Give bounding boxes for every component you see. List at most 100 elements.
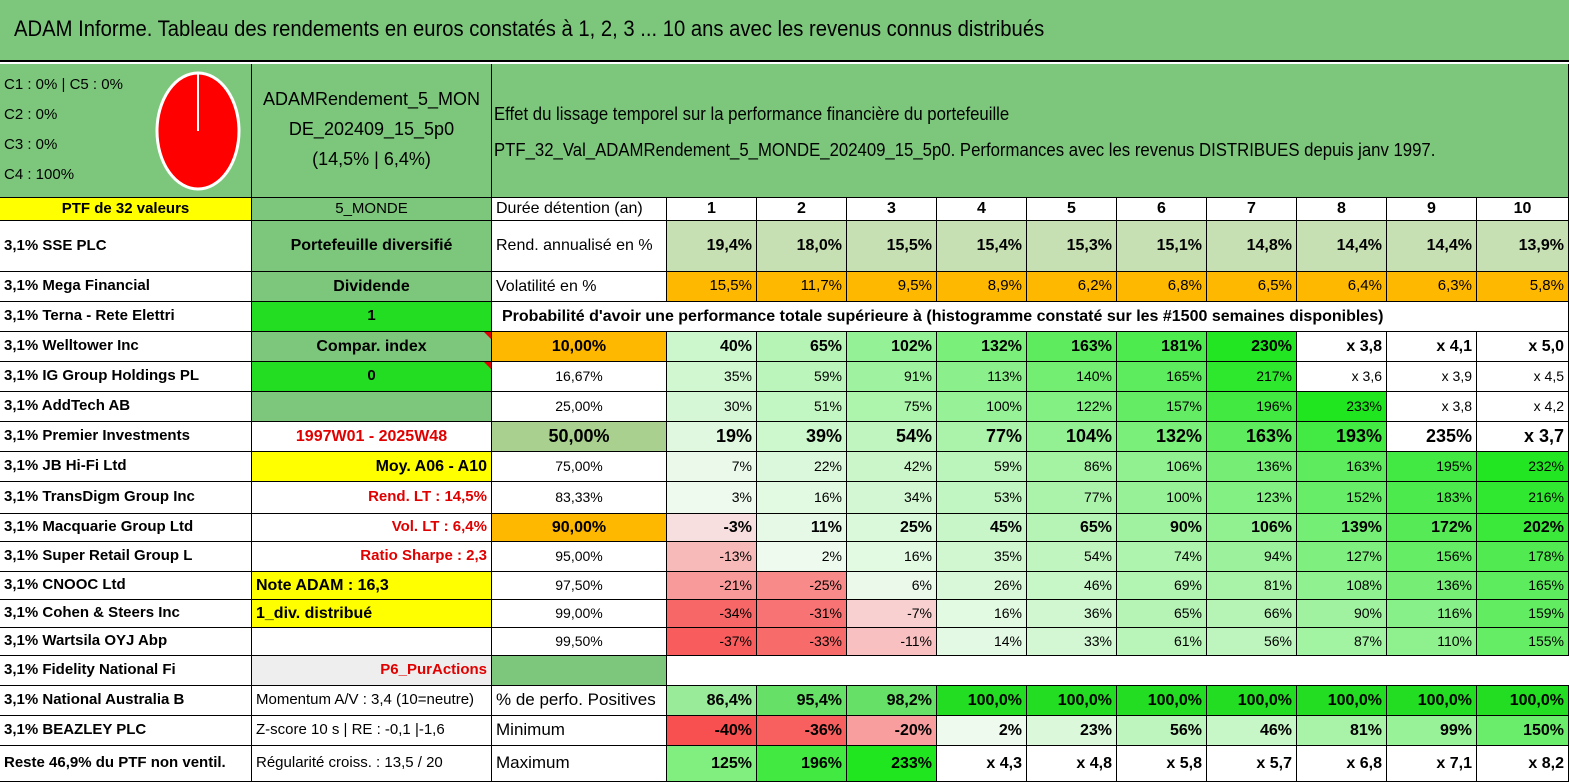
prob-value: 81% (1207, 572, 1297, 600)
prob-value: 216% (1477, 482, 1569, 514)
prob-value: 40% (667, 332, 757, 362)
vol-value: 5,8% (1477, 272, 1569, 302)
info-dividend: Dividende (252, 272, 492, 302)
holding-row: 3,1% Welltower Inc (0, 332, 252, 362)
year-header: 4 (937, 198, 1027, 221)
prob-value: 2% (757, 542, 847, 572)
minimum-value: -36% (757, 716, 847, 746)
prob-level: 75,00% (492, 452, 667, 482)
universe-cell: 5_MONDE (252, 198, 492, 221)
prob-value: 74% (1117, 542, 1207, 572)
year-header: 10 (1477, 198, 1569, 221)
prob-value: 110% (1387, 628, 1477, 656)
info-regularite: Régularité croiss. : 13,5 / 20 (252, 746, 492, 782)
positive-perf-value: 98,2% (847, 686, 937, 716)
prob-value: x 4,2 (1477, 392, 1569, 422)
composition-list: C1 : 0% | C5 : 0% C2 : 0% C3 : 0% C4 : 100% (4, 70, 123, 190)
prob-value: 156% (1387, 542, 1477, 572)
vol-label: Volatilité en % (492, 272, 667, 302)
prob-value: x 3,8 (1297, 332, 1387, 362)
prob-value: 157% (1117, 392, 1207, 422)
prob-value: -11% (847, 628, 937, 656)
positive-perf-value: 100,0% (1027, 686, 1117, 716)
prob-value: 106% (1207, 514, 1297, 542)
maximum-value: x 8,2 (1477, 746, 1569, 782)
prob-level: 83,33% (492, 482, 667, 514)
positive-perf-value: 100,0% (1387, 686, 1477, 716)
vol-value: 6,3% (1387, 272, 1477, 302)
prob-value: 7% (667, 452, 757, 482)
prob-value: 61% (1117, 628, 1207, 656)
prob-value: 53% (937, 482, 1027, 514)
prob-value: 163% (1297, 452, 1387, 482)
positive-perf-value: 100,0% (1207, 686, 1297, 716)
prob-value: x 4,1 (1387, 332, 1477, 362)
ptf-header: PTF de 32 valeurs (0, 198, 252, 221)
prob-level: 25,00% (492, 392, 667, 422)
prob-value: -37% (667, 628, 757, 656)
holding-row: 3,1% Cohen & Steers Inc (0, 600, 252, 628)
rend-value: 14,4% (1297, 221, 1387, 272)
maximum-value: x 4,3 (937, 746, 1027, 782)
blank-band (667, 656, 1569, 686)
prob-value: 127% (1297, 542, 1387, 572)
prob-value: 108% (1297, 572, 1387, 600)
prob-value: x 5,0 (1477, 332, 1569, 362)
prob-value: -21% (667, 572, 757, 600)
prob-value: x 3,9 (1387, 362, 1477, 392)
composition-pie-chart (154, 70, 242, 197)
duration-label: Durée détention (an) (492, 198, 667, 221)
prob-level: 99,00% (492, 600, 667, 628)
prob-value: 33% (1027, 628, 1117, 656)
prob-value: 39% (757, 422, 847, 452)
holding-row: 3,1% CNOOC Ltd (0, 572, 252, 600)
rend-value: 14,8% (1207, 221, 1297, 272)
prob-value: 36% (1027, 600, 1117, 628)
prob-value: 90% (1117, 514, 1207, 542)
vol-value: 8,9% (937, 272, 1027, 302)
portfolio-name-line: (14,5% | 6,4%) (312, 149, 431, 169)
minimum-value: -40% (667, 716, 757, 746)
info-blank (252, 392, 492, 422)
year-header: 5 (1027, 198, 1117, 221)
minimum-label: Minimum (492, 716, 667, 746)
positive-perf-label: % de perfo. Positives (492, 686, 667, 716)
prob-value: 22% (757, 452, 847, 482)
positive-perf-value: 95,4% (757, 686, 847, 716)
prob-value: 45% (937, 514, 1027, 542)
maximum-value: x 6,8 (1297, 746, 1387, 782)
prob-value: 14% (937, 628, 1027, 656)
info-p6: P6_PurActions (252, 656, 492, 686)
histogram-title: Probabilité d'avoir une performance tota… (492, 302, 1569, 332)
prob-value: 172% (1387, 514, 1477, 542)
info-zscore: Z-score 10 s | RE : -0,1 |-1,6 (252, 716, 492, 746)
rend-value: 19,4% (667, 221, 757, 272)
year-header: 2 (757, 198, 847, 221)
prob-value: 136% (1207, 452, 1297, 482)
rend-value: 15,5% (847, 221, 937, 272)
prob-value: x 4,5 (1477, 362, 1569, 392)
prob-value: 75% (847, 392, 937, 422)
minimum-value: -20% (847, 716, 937, 746)
positive-perf-value: 100,0% (1297, 686, 1387, 716)
rend-value: 15,1% (1117, 221, 1207, 272)
prob-value: 6% (847, 572, 937, 600)
portfolio-name-cell: ADAMRendement_5_MON DE_202409_15_5p0 (14,5… (252, 64, 492, 198)
prob-value: x 3,8 (1387, 392, 1477, 422)
prob-value: 159% (1477, 600, 1569, 628)
vol-value: 6,8% (1117, 272, 1207, 302)
positive-perf-value: 100,0% (937, 686, 1027, 716)
rend-value: 18,0% (757, 221, 847, 272)
maximum-value: x 5,8 (1117, 746, 1207, 782)
holding-row: 3,1% Super Retail Group L (0, 542, 252, 572)
maximum-value: 233% (847, 746, 937, 782)
prob-value: 65% (1117, 600, 1207, 628)
positive-perf-value: 100,0% (1117, 686, 1207, 716)
minimum-value: 23% (1027, 716, 1117, 746)
prob-value: 116% (1387, 600, 1477, 628)
prob-value: 30% (667, 392, 757, 422)
prob-value: 3% (667, 482, 757, 514)
prob-value: -25% (757, 572, 847, 600)
prob-value: 94% (1207, 542, 1297, 572)
prob-value: 183% (1387, 482, 1477, 514)
